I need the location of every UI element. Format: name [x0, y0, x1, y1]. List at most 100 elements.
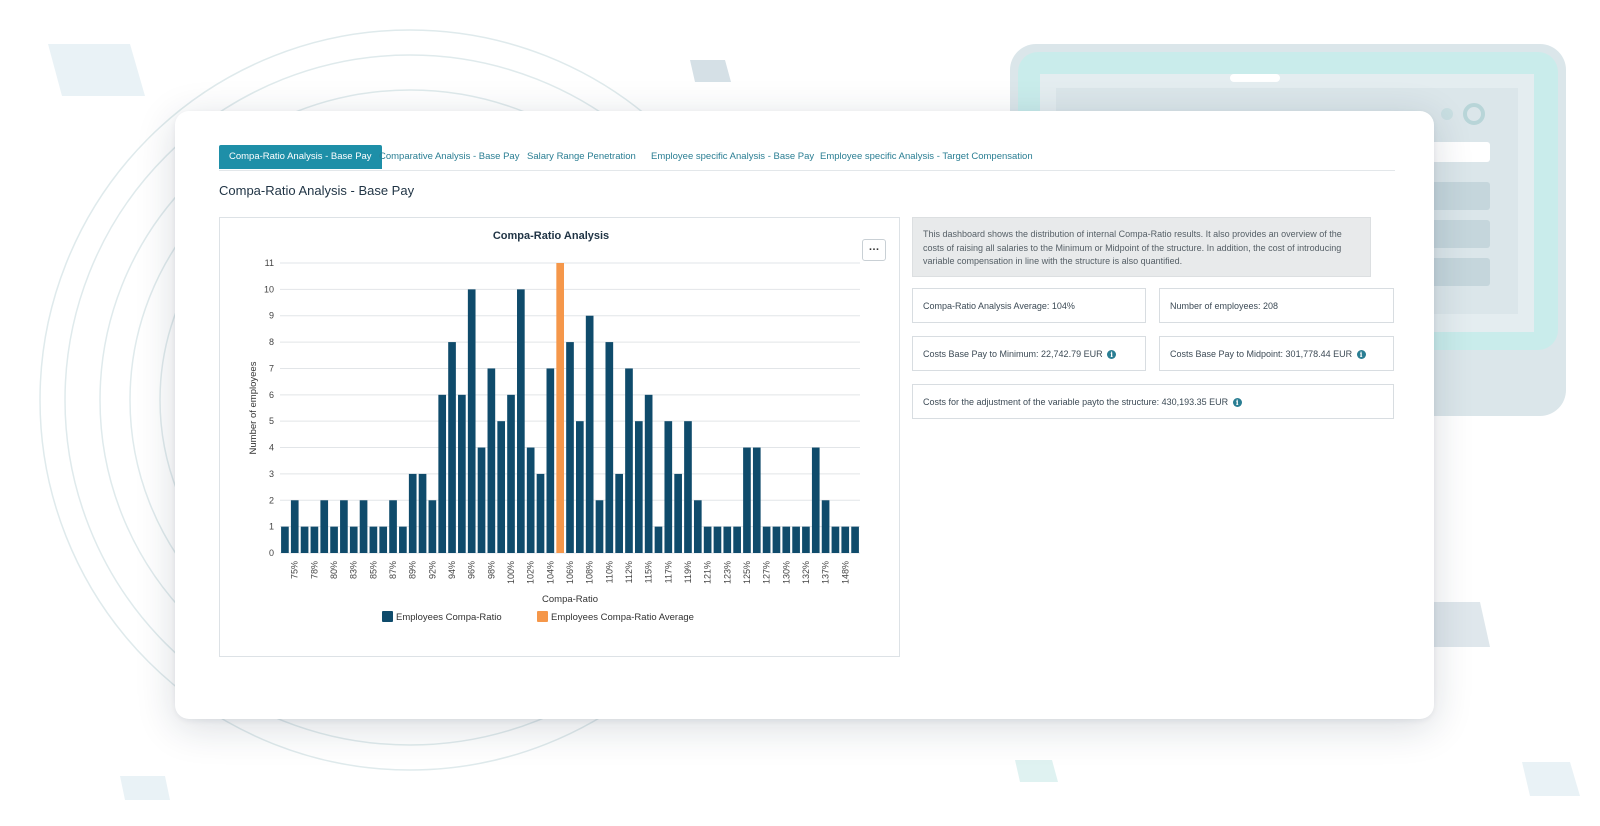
- bar: [762, 526, 771, 553]
- chart-title: Compa-Ratio Analysis: [493, 230, 609, 242]
- bar: [536, 473, 545, 553]
- chart-panel: Compa-Ratio Analysis 0 1 2 3 4 5 6 7 8 9 10 11 75% 78%…: [219, 217, 900, 657]
- bar: [340, 500, 348, 553]
- bar: [448, 342, 456, 553]
- y-tick-label: 4: [269, 443, 274, 453]
- x-tick-label: 83%: [349, 561, 359, 579]
- bar: [575, 421, 584, 553]
- y-tick-label: 9: [269, 311, 274, 321]
- employees-stat-text: Number of employees: 208: [1170, 301, 1279, 311]
- bar: [625, 368, 633, 553]
- x-axis-label: Compa-Ratio: [542, 594, 598, 605]
- x-tick-label: 94%: [447, 561, 457, 579]
- bar: [831, 526, 840, 553]
- x-tick-label: 80%: [329, 561, 339, 579]
- y-tick-label: 10: [264, 284, 274, 294]
- tab-salary-range-penetration[interactable]: Salary Range Penetration: [527, 151, 636, 162]
- bar: [605, 342, 614, 553]
- info-icon[interactable]: i: [1356, 350, 1366, 360]
- bar: [418, 473, 427, 553]
- bar: [526, 447, 535, 553]
- y-tick-label: 1: [269, 522, 274, 532]
- tab-compa-ratio-base-pay[interactable]: Compa-Ratio Analysis - Base Pay: [219, 145, 382, 169]
- bar: [615, 473, 623, 553]
- y-tick-label: 3: [269, 469, 274, 479]
- bar: [546, 368, 555, 553]
- x-tick-label: 98%: [486, 561, 496, 579]
- description-box: This dashboard shows the distribution of…: [912, 217, 1371, 277]
- bar: [310, 526, 319, 553]
- y-tick-label: 2: [269, 495, 274, 505]
- x-tick-label: 117%: [663, 561, 673, 583]
- bar: [851, 526, 859, 553]
- bar: [703, 526, 712, 553]
- bar: [713, 526, 722, 553]
- bar: [723, 526, 732, 553]
- x-tick-label: 112%: [624, 561, 634, 583]
- legend-label-compa-ratio: Employees Compa-Ratio: [396, 612, 502, 623]
- bar: [595, 500, 604, 553]
- y-tick-label: 6: [269, 390, 274, 400]
- legend-swatch-average: [537, 611, 548, 622]
- bar: [772, 526, 781, 553]
- x-tick-label: 89%: [408, 561, 418, 579]
- x-tick-label: 110%: [604, 561, 614, 583]
- x-tick-label: 137%: [821, 561, 831, 584]
- y-tick-label: 7: [269, 363, 274, 373]
- cost-variable-stat: Costs for the adjustment of the variable…: [912, 384, 1394, 419]
- bar: [733, 526, 741, 553]
- bar: [644, 394, 653, 553]
- bar: [408, 473, 417, 553]
- bar: [752, 447, 761, 553]
- bar: [821, 500, 830, 553]
- bar: [743, 447, 751, 553]
- cost-minimum-stat: Costs Base Pay to Minimum: 22,742.79 EUR…: [912, 336, 1146, 371]
- bar: [477, 447, 486, 553]
- bar: [467, 289, 476, 553]
- employees-stat: Number of employees: 208: [1159, 288, 1394, 323]
- bar: [841, 526, 850, 553]
- x-tick-label: 132%: [801, 561, 811, 584]
- y-tick-label: 5: [269, 416, 274, 426]
- bar: [684, 421, 692, 553]
- bar: [674, 473, 682, 553]
- bar: [517, 289, 525, 553]
- x-tick-label: 92%: [427, 561, 437, 579]
- x-tick-label: 115%: [644, 561, 654, 583]
- x-tick-label: 106%: [565, 561, 575, 584]
- bar: [507, 394, 515, 553]
- x-tick-label: 85%: [368, 561, 378, 579]
- cost-midpoint-stat: Costs Base Pay to Midpoint: 301,778.44 E…: [1159, 336, 1394, 371]
- chart-menu-button[interactable]: …: [862, 239, 886, 261]
- bar: [369, 526, 378, 553]
- y-tick-label: 11: [265, 258, 274, 268]
- x-tick-label: 104%: [545, 561, 555, 584]
- y-axis-label: Number of employees: [248, 361, 259, 454]
- x-tick-label: 148%: [840, 561, 850, 584]
- tab-employee-specific-target-compensation[interactable]: Employee specific Analysis - Target Comp…: [820, 151, 1033, 162]
- info-icon[interactable]: i: [1107, 350, 1117, 360]
- y-tick-label: 8: [269, 337, 274, 347]
- bar: [359, 500, 368, 553]
- bar: [300, 526, 309, 553]
- bar: [349, 526, 358, 553]
- tab-employee-specific-base-pay[interactable]: Employee specific Analysis - Base Pay: [651, 151, 815, 162]
- legend-label-average: Employees Compa-Ratio Average: [551, 612, 694, 623]
- bar: [281, 526, 289, 553]
- bar: [634, 421, 643, 553]
- x-tick-label: 102%: [526, 561, 536, 584]
- tab-comparative-analysis[interactable]: Comparative Analysis - Base Pay: [379, 151, 520, 162]
- bar: [290, 500, 299, 553]
- bar: [379, 526, 388, 553]
- bar: [330, 526, 338, 553]
- bar: [566, 342, 574, 553]
- x-tick-label: 125%: [742, 561, 752, 584]
- bar: [458, 394, 466, 553]
- bar: [320, 500, 329, 553]
- bar: [438, 394, 447, 553]
- bar: [802, 526, 810, 553]
- info-icon[interactable]: i: [1232, 398, 1242, 408]
- x-tick-label: 119%: [683, 561, 693, 583]
- x-tick-label: 121%: [703, 561, 713, 584]
- bar: [399, 526, 407, 553]
